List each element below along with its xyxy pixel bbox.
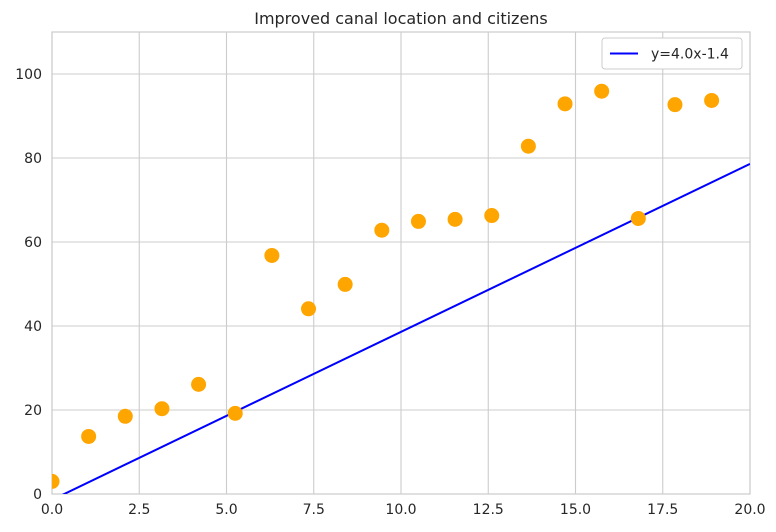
scatter-point — [337, 276, 353, 292]
scatter-point — [191, 376, 207, 392]
legend: y=4.0x-1.4 — [601, 37, 743, 70]
plot-frame — [51, 31, 751, 495]
grid — [51, 32, 751, 495]
scatter-point — [520, 138, 536, 154]
scatter-point — [594, 83, 610, 99]
chart-title: Improved canal location and citizens — [254, 9, 548, 28]
scatter-point — [374, 222, 390, 238]
x-axis-ticks: 0.0 2.5 5.0 7.5 10.0 12.5 15.0 17.5 20.0 — [41, 502, 766, 518]
y-tick-label: 40 — [24, 319, 42, 335]
legend-box — [601, 37, 743, 70]
scatter-point — [410, 213, 426, 229]
scatter-point — [447, 211, 463, 227]
scatter-point — [117, 408, 133, 424]
scatter-point — [301, 301, 317, 317]
x-tick-label: 12.5 — [473, 502, 504, 518]
x-tick-label: 10.0 — [385, 502, 416, 518]
x-tick-label: 20.0 — [734, 502, 765, 518]
scatter-point — [81, 428, 97, 444]
x-tick-label: 0.0 — [41, 502, 63, 518]
scatter-point — [264, 247, 280, 263]
scatter-point — [484, 208, 500, 224]
scatter-point — [667, 97, 683, 113]
scatter-point — [227, 405, 243, 421]
y-tick-label: 60 — [24, 235, 42, 251]
x-tick-label: 2.5 — [128, 502, 150, 518]
y-tick-label: 80 — [24, 151, 42, 167]
scatter-point — [52, 473, 60, 489]
y-axis-ticks: 0 20 40 60 80 100 — [15, 67, 42, 503]
scatter-point — [154, 401, 170, 417]
scatter-point — [557, 96, 573, 112]
scatter-point — [630, 210, 646, 226]
legend-label: y=4.0x-1.4 — [651, 47, 729, 63]
scatter-points — [52, 83, 720, 489]
scatter-point — [704, 92, 720, 108]
y-tick-label: 100 — [15, 67, 42, 83]
x-tick-label: 15.0 — [560, 502, 591, 518]
x-tick-label: 7.5 — [303, 502, 325, 518]
x-tick-label: 17.5 — [647, 502, 678, 518]
y-tick-label: 0 — [33, 487, 42, 503]
y-tick-label: 20 — [24, 403, 42, 419]
x-tick-label: 5.0 — [215, 502, 237, 518]
